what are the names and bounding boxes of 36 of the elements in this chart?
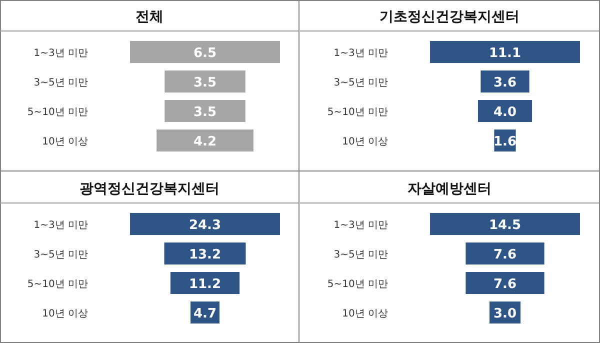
text: 자살예방센터 xyxy=(408,181,492,197)
category-label: 1~3년 미만 xyxy=(334,48,388,59)
data-label: 3.5 xyxy=(193,76,217,90)
category-label: 10년 이상 xyxy=(42,136,88,148)
data-label: 24.3 xyxy=(188,218,222,233)
category-label: 5~10년 미만 xyxy=(327,107,388,118)
category-label: 1~3년 미만 xyxy=(34,48,88,59)
data-label: 3.5 xyxy=(193,105,217,120)
category-label: 10년 이상 xyxy=(342,136,388,148)
data-label: 4.0 xyxy=(493,105,517,120)
text: 광역정신건강복지센터 xyxy=(80,181,220,197)
data-label: 7.6 xyxy=(493,277,517,292)
category-label: 5~10년 미만 xyxy=(27,279,88,290)
data-label: 6.5 xyxy=(193,46,217,61)
data-label: 13.2 xyxy=(188,248,222,262)
data-label: 4.7 xyxy=(193,306,217,322)
category-label: 3~5년 미만 xyxy=(34,250,88,260)
category-label: 3~5년 미만 xyxy=(34,78,88,88)
data-label: 4.2 xyxy=(193,134,217,150)
category-label: 5~10년 미만 xyxy=(327,279,388,290)
text: 전체 xyxy=(136,9,164,25)
data-label: 11.2 xyxy=(188,277,222,292)
data-label: 1.6 xyxy=(493,134,517,150)
category-label: 10년 이상 xyxy=(42,308,88,320)
text: 기초정신건강복지센터 xyxy=(380,9,520,25)
category-label: 10년 이상 xyxy=(342,308,388,320)
data-label: 3.0 xyxy=(493,306,517,322)
category-label: 3~5년 미만 xyxy=(334,78,388,88)
category-label: 1~3년 미만 xyxy=(34,220,88,231)
data-label: 14.5 xyxy=(488,218,522,233)
category-label: 5~10년 미만 xyxy=(27,107,88,118)
data-label: 3.6 xyxy=(493,76,517,90)
category-label: 1~3년 미만 xyxy=(334,220,388,231)
data-label: 7.6 xyxy=(493,248,517,262)
category-label: 3~5년 미만 xyxy=(334,250,388,260)
data-label: 11.1 xyxy=(488,46,522,61)
